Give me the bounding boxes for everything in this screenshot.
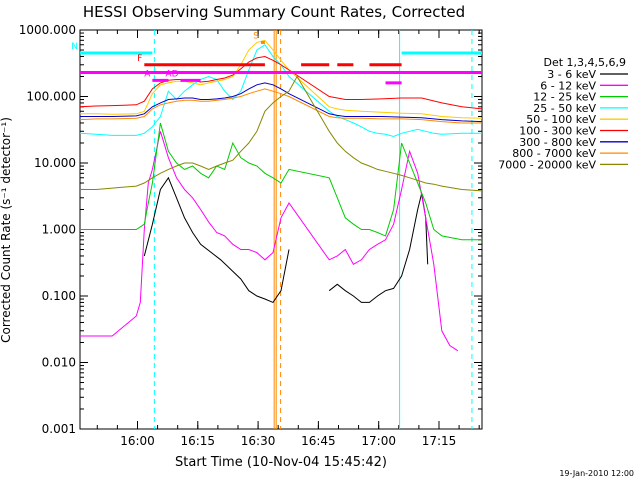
- legend-label: 3 - 6 keV: [547, 68, 596, 81]
- x-tick-label: 16:45: [301, 434, 336, 448]
- series-line: [143, 176, 429, 304]
- series-line: [80, 75, 482, 192]
- x-tick-label: 16:00: [120, 434, 155, 448]
- x-tick-label: 17:15: [422, 434, 457, 448]
- y-tick-label: 1000.000: [19, 23, 76, 37]
- footer-date: 19-Jan-2010 12:00: [559, 469, 634, 478]
- state-bar-label: S: [253, 31, 259, 41]
- legend-label: 7000 - 20000 keV: [498, 158, 596, 171]
- state-bar-label: N: [71, 42, 78, 52]
- y-tick-label: 0.010: [42, 356, 76, 370]
- legend-label: 6 - 12 keV: [540, 79, 596, 92]
- series-line: [80, 131, 459, 352]
- legend-label: 25 - 50 keV: [533, 102, 596, 115]
- x-tick-label: 16:30: [241, 434, 276, 448]
- legend-title: Det 1,3,4,5,6,9: [543, 56, 626, 69]
- y-tick-label: 10.000: [34, 156, 76, 170]
- series-line: [80, 82, 482, 123]
- legend-label: 300 - 800 keV: [519, 136, 596, 149]
- legend-label: 800 - 7000 keV: [512, 147, 596, 160]
- y-tick-label: 0.100: [42, 289, 76, 303]
- series-line: [80, 122, 482, 241]
- state-bar-label: A: [144, 69, 151, 79]
- state-bar-label: AD: [165, 69, 178, 79]
- chart-title: HESSI Observing Summary Count Rates, Cor…: [83, 3, 465, 21]
- x-axis-label: Start Time (10-Nov-04 15:45:42): [175, 455, 387, 470]
- series-line: [80, 55, 482, 110]
- legend-label: 12 - 25 keV: [533, 91, 596, 104]
- legend-label: 100 - 300 keV: [519, 125, 596, 138]
- x-tick-label: 16:15: [180, 434, 215, 448]
- legend-label: 50 - 100 keV: [526, 113, 596, 126]
- y-tick-label: 100.000: [26, 90, 76, 104]
- y-tick-label: 0.001: [42, 422, 76, 436]
- x-tick-label: 17:00: [361, 434, 396, 448]
- state-bar-label: F: [137, 54, 142, 64]
- plot-area: 0.001 0.010 0.100 1.000 10.000 100.000 1000.00…: [19, 23, 483, 448]
- y-tick-label: 1.000: [42, 223, 76, 237]
- series-line: [80, 88, 482, 124]
- y-axis-label: Corrected Count Rate (s⁻¹ detector⁻¹): [0, 117, 13, 343]
